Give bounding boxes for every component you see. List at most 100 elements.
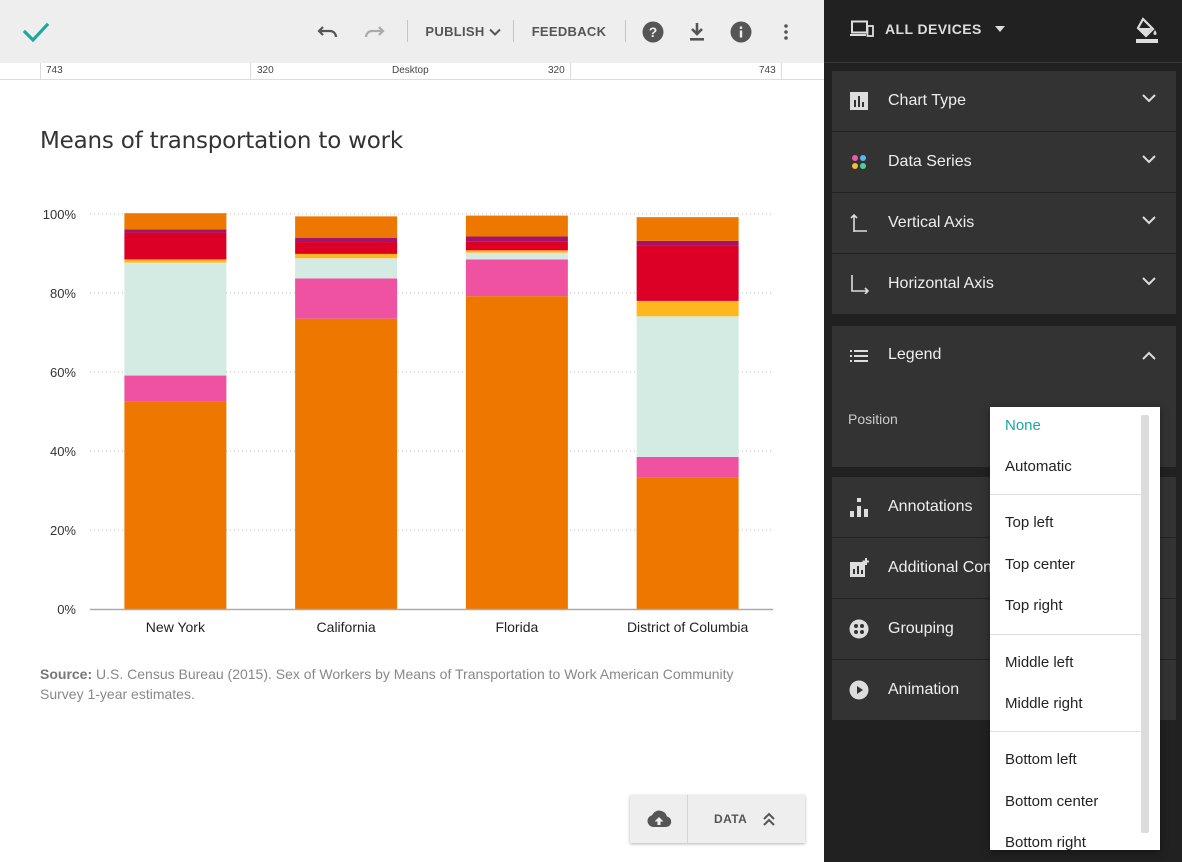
bar-segment — [465, 252, 568, 260]
feedback-button[interactable]: FEEDBACK — [530, 0, 608, 63]
redo-icon[interactable] — [358, 0, 390, 63]
data-panel-button[interactable]: DATA — [630, 795, 805, 843]
section-label: Animation — [888, 681, 960, 698]
chart-title: Means of transportation to work — [40, 128, 404, 154]
option-top-right[interactable]: Top right — [1005, 597, 1063, 614]
section-chart-type[interactable]: Chart Type — [832, 71, 1176, 131]
bar-segment — [295, 258, 398, 279]
chevron-down-icon — [1142, 277, 1156, 286]
option-bottom-center[interactable]: Bottom center — [1005, 793, 1099, 810]
bar-segment — [636, 477, 739, 609]
bar-segment — [465, 259, 568, 297]
bar-segment — [124, 262, 227, 376]
bar-segment — [636, 245, 739, 301]
vertical-axis-icon — [850, 213, 867, 232]
bar-segment — [295, 278, 398, 319]
x-tick-label: Florida — [495, 619, 538, 635]
horizontal-axis-icon — [851, 275, 869, 294]
ruler-tick — [250, 63, 251, 79]
bar-segment — [295, 237, 398, 243]
bar-segment — [124, 401, 227, 609]
option-top-center[interactable]: Top center — [1005, 556, 1076, 573]
annotations-icon — [850, 498, 868, 517]
bar-segment — [465, 241, 568, 251]
option-middle-left[interactable]: Middle left — [1005, 654, 1074, 671]
x-tick-label: California — [317, 619, 376, 635]
option-none[interactable]: None — [1005, 417, 1041, 434]
devices-label: ALL DEVICES — [885, 21, 982, 37]
legend-position-dropdown: None Automatic Top left Top center Top r… — [990, 407, 1160, 850]
option-top-left[interactable]: Top left — [1005, 514, 1054, 531]
panel-header: ALL DEVICES — [824, 0, 1182, 63]
bar-segment — [465, 296, 568, 609]
y-tick-label: 100% — [43, 207, 77, 222]
legend-section-header[interactable]: Legend — [832, 326, 1176, 386]
dropdown-scrollbar[interactable] — [1141, 415, 1149, 833]
device-ruler: 743 320 Desktop 320 743 — [0, 63, 824, 80]
section-label: Data Series — [888, 153, 972, 170]
bar-segment — [636, 217, 739, 241]
ruler-tick — [40, 63, 41, 79]
publish-button[interactable]: PUBLISH — [424, 0, 502, 63]
bar-segment — [124, 229, 227, 233]
bar-segment — [295, 242, 398, 254]
y-tick-label: 20% — [50, 523, 76, 538]
publish-label: PUBLISH — [425, 24, 485, 39]
bar-segment — [295, 216, 398, 238]
data-button-label: DATA — [714, 812, 748, 826]
section-data-series[interactable]: Data Series — [832, 132, 1176, 192]
toolbar-divider — [513, 20, 514, 42]
ruler-tick — [781, 63, 782, 79]
legend-position-label: Position — [848, 411, 898, 427]
bar-segment — [465, 250, 568, 253]
add-chart-icon — [850, 558, 869, 577]
svg-text:?: ? — [649, 24, 658, 40]
info-icon[interactable] — [729, 0, 753, 63]
cloud-upload-icon[interactable] — [630, 795, 688, 843]
chevron-up-icon — [1142, 351, 1156, 360]
help-icon[interactable]: ? — [640, 0, 666, 63]
y-tick-label: 80% — [50, 286, 76, 301]
menu-divider — [990, 634, 1142, 635]
section-label: Legend — [888, 346, 942, 363]
ruler-tick — [570, 63, 571, 79]
done-checkmark-icon[interactable] — [16, 0, 56, 63]
section-label: Additional Con — [888, 559, 993, 576]
more-vert-icon[interactable] — [776, 0, 796, 63]
device-selector[interactable]: ALL DEVICES — [850, 20, 1006, 38]
ruler-label: Desktop — [392, 65, 429, 76]
bar-segment — [295, 318, 398, 609]
ruler-label: 320 — [257, 65, 274, 76]
x-tick-label: District of Columbia — [627, 619, 749, 635]
section-vertical-axis[interactable]: Vertical Axis — [832, 193, 1176, 253]
bar-segment — [124, 232, 227, 260]
option-bottom-left[interactable]: Bottom left — [1005, 751, 1077, 768]
toolbar-divider — [625, 20, 626, 42]
x-tick-label: New York — [146, 619, 206, 635]
download-icon[interactable] — [686, 0, 708, 63]
list-icon — [850, 350, 868, 362]
option-automatic[interactable]: Automatic — [1005, 458, 1072, 475]
section-horizontal-axis[interactable]: Horizontal Axis — [832, 254, 1176, 314]
ruler-label: 743 — [46, 65, 63, 76]
undo-icon[interactable] — [312, 0, 344, 63]
play-circle-icon — [849, 680, 869, 700]
bar-segment — [465, 215, 568, 237]
source-label: Source: — [40, 666, 93, 682]
bar-segment — [465, 236, 568, 242]
ruler-label: 743 — [759, 65, 776, 76]
editor-area: PUBLISH FEEDBACK ? 743 320 Desktop 320 7… — [0, 0, 824, 843]
option-bottom-right[interactable]: Bottom right — [1005, 834, 1086, 850]
y-tick-label: 60% — [50, 365, 76, 380]
bar-segment — [636, 300, 739, 317]
menu-divider — [990, 494, 1142, 495]
y-tick-label: 40% — [50, 444, 76, 459]
section-label: Horizontal Axis — [888, 275, 994, 292]
chevron-down-icon — [1142, 94, 1156, 103]
y-tick-label: 0% — [57, 602, 76, 617]
paint-bucket-icon[interactable] — [1134, 17, 1160, 50]
option-middle-right[interactable]: Middle right — [1005, 695, 1083, 712]
top-toolbar: PUBLISH FEEDBACK ? — [0, 0, 824, 63]
bar-segment — [124, 375, 227, 402]
section-label: Annotations — [888, 498, 973, 515]
